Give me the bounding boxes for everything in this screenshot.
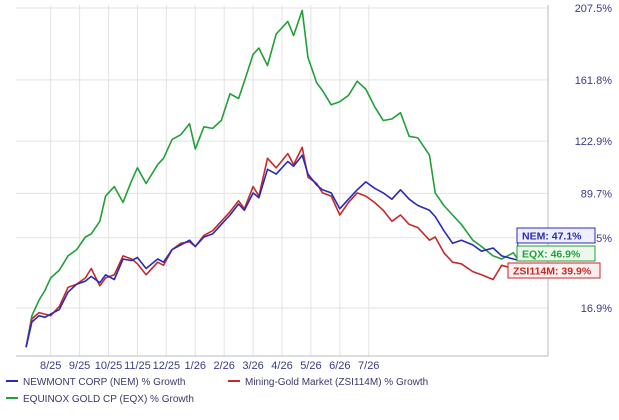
x-tick-label: 11/25 <box>124 360 151 372</box>
end-tag-box-nem <box>516 227 596 244</box>
x-tick-label: 7/26 <box>358 360 379 372</box>
legend-label-nem: NEWMONT CORP (NEM) % Growth <box>23 377 186 388</box>
legend-label-zsi: Mining-Gold Market (ZSI114M) % Growth <box>245 377 429 388</box>
end-tag-box-eqx <box>516 245 596 262</box>
legend-swatch-nem <box>6 380 18 383</box>
legend-item-nem: NEWMONT CORP (NEM) % Growth <box>6 376 185 390</box>
series-line-eqx <box>25 9 520 348</box>
end-tag-box-zsi <box>507 262 601 279</box>
y-tick-label: 89.7% <box>581 188 612 200</box>
x-tick-label: 1/26 <box>185 360 206 372</box>
x-tick-label: 8/25 <box>40 360 61 372</box>
legend-label-eqx: EQUINOX GOLD CP (EQX) % Growth <box>23 394 194 405</box>
end-tag-label-nem: NEM: 47.1% <box>522 231 582 243</box>
x-tick-label: 3/26 <box>242 360 263 372</box>
legend-item-zsi: Mining-Gold Market (ZSI114M) % Growth <box>228 376 428 390</box>
x-tick-label: 12/25 <box>153 360 181 372</box>
y-tick-label: 122.9% <box>575 136 613 148</box>
end-tag-label-zsi: ZSI114M: 39.9% <box>513 266 592 278</box>
series-line-nem <box>25 154 520 348</box>
x-tick-label: 2/26 <box>213 360 234 372</box>
y-tick-label: 16.9% <box>581 303 612 315</box>
x-tick-label: 9/25 <box>69 360 90 372</box>
legend-row-1: NEWMONT CORP (NEM) % Growth Mining-Gold … <box>6 376 616 390</box>
y-tick-label: 161.8% <box>575 75 613 87</box>
x-tick-label: 4/26 <box>271 360 292 372</box>
end-tag-label-eqx: EQX: 46.9% <box>522 249 581 261</box>
legend-swatch-eqx <box>6 397 18 400</box>
x-tick-label: 10/25 <box>95 360 123 372</box>
legend-row-2: EQUINOX GOLD CP (EQX) % Growth <box>6 393 616 407</box>
x-tick-label: 5/26 <box>300 360 321 372</box>
legend-swatch-zsi <box>228 380 240 383</box>
legend-item-eqx: EQUINOX GOLD CP (EQX) % Growth <box>6 393 194 407</box>
y-tick-label: 207.5% <box>575 3 613 15</box>
x-tick-label: 6/26 <box>329 360 350 372</box>
